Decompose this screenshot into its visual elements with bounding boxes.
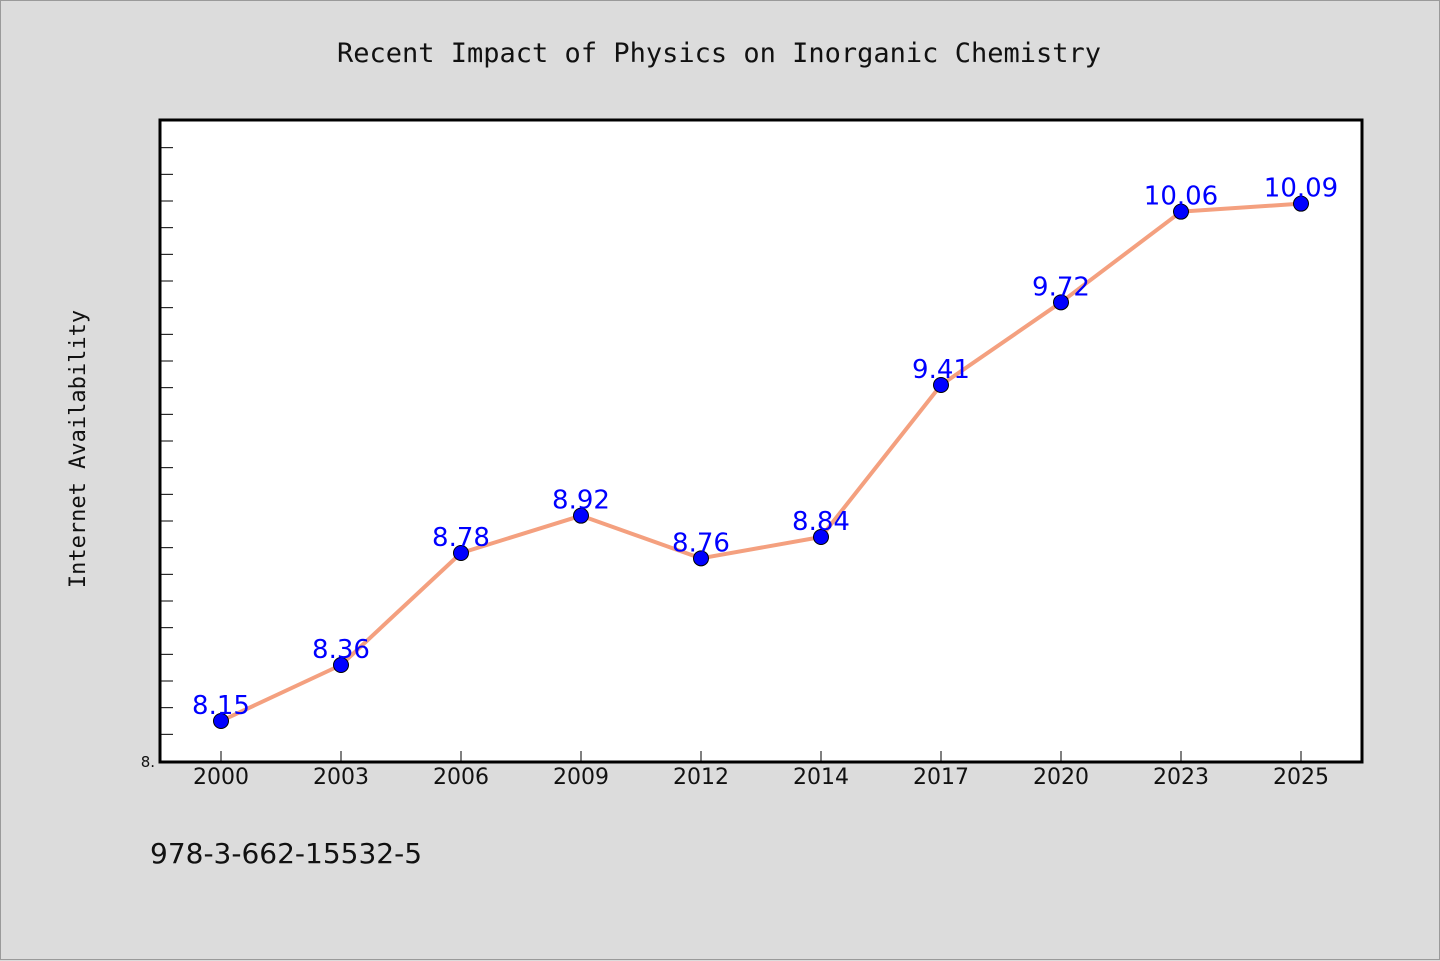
y-axis-ticks: 8. bbox=[141, 120, 173, 771]
x-tick-label: 2020 bbox=[1033, 765, 1089, 790]
data-point bbox=[213, 713, 229, 729]
data-point bbox=[453, 545, 469, 561]
x-tick-label: 2025 bbox=[1273, 765, 1329, 790]
data-label: 8.15 bbox=[192, 691, 250, 721]
data-label: 9.72 bbox=[1032, 272, 1090, 302]
x-tick-label: 2023 bbox=[1153, 765, 1209, 790]
data-label: 10.06 bbox=[1144, 182, 1218, 212]
x-tick-label: 2006 bbox=[433, 765, 489, 790]
data-point bbox=[693, 550, 709, 567]
data-point bbox=[1173, 203, 1189, 220]
data-label: 8.92 bbox=[552, 486, 610, 516]
data-label: 8.84 bbox=[792, 507, 850, 537]
data-point bbox=[813, 529, 829, 545]
series-line-group bbox=[220, 201, 1302, 723]
data-labels: 8.15 8.36 8.78 8.92 8.76 8.84 9.41 9.72 10.06 10.… bbox=[192, 174, 1338, 721]
x-tick-label: 2012 bbox=[673, 765, 729, 790]
x-tick-label: 2009 bbox=[553, 765, 609, 790]
x-axis-ticks: 2000 2003 2006 2009 2012 2014 2017 2020 2023 2025 bbox=[193, 751, 1329, 790]
data-markers bbox=[213, 195, 1309, 729]
data-label: 8.36 bbox=[312, 635, 370, 665]
x-tick-label: 2017 bbox=[913, 765, 969, 790]
chart-title: Recent Impact of Physics on Inorganic Ch… bbox=[337, 38, 1101, 69]
series-line bbox=[220, 201, 1302, 723]
data-point bbox=[1053, 294, 1069, 311]
x-tick-label: 2000 bbox=[193, 765, 249, 790]
y-tick-label: 8. bbox=[141, 753, 155, 771]
data-label: 8.76 bbox=[672, 528, 730, 558]
data-point bbox=[1293, 195, 1309, 212]
footnote-isbn: 978-3-662-15532-5 bbox=[150, 837, 422, 870]
y-axis-label: Internet Availability bbox=[66, 310, 91, 588]
data-point bbox=[333, 657, 349, 673]
data-label: 9.41 bbox=[912, 355, 970, 385]
data-label: 10.09 bbox=[1264, 174, 1338, 204]
data-point bbox=[573, 507, 589, 524]
data-label: 8.78 bbox=[432, 523, 490, 553]
x-tick-label: 2003 bbox=[313, 765, 369, 790]
data-point bbox=[933, 377, 949, 393]
x-tick-label: 2014 bbox=[793, 765, 849, 790]
